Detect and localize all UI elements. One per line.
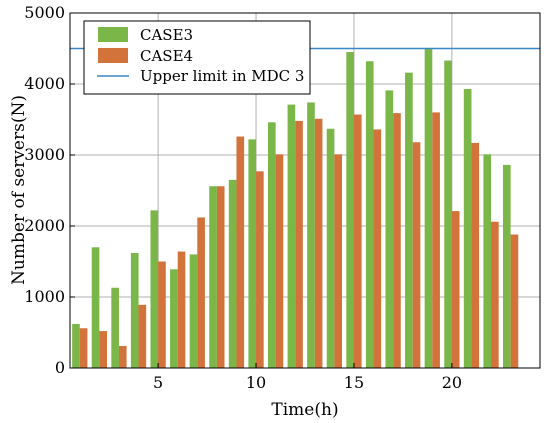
bar-case4-17 (393, 113, 401, 368)
bar-case3-8 (209, 186, 217, 368)
legend-swatch-case3 (98, 27, 128, 42)
bar-case3-2 (91, 247, 100, 368)
bar-case3-10 (248, 139, 257, 368)
y-tick-label: 4000 (24, 74, 65, 93)
bar-case3-22 (483, 154, 492, 368)
bar-case3-1 (72, 323, 80, 368)
bar-case4-15 (353, 114, 362, 368)
bar-case3-16 (365, 61, 374, 368)
bar-case3-21 (463, 88, 472, 368)
bar-case4-4 (138, 304, 147, 368)
bar-case3-4 (130, 252, 139, 368)
bar-case4-11 (275, 154, 284, 368)
bar-case4-3 (118, 345, 127, 368)
y-tick-label: 2000 (24, 216, 65, 235)
legend: CASE3 CASE4 Upper limit in MDC 3 (83, 20, 311, 95)
bar-case3-6 (170, 269, 178, 368)
bar-case4-12 (295, 120, 303, 368)
bar-case4-8 (216, 186, 225, 368)
bar-case3-7 (189, 254, 198, 368)
bar-case4-5 (158, 261, 166, 368)
x-tick-label: 10 (246, 373, 266, 392)
bar-case3-3 (111, 287, 119, 368)
x-tick-label: 20 (442, 373, 462, 392)
y-tick-label: 0 (55, 358, 65, 377)
bar-case4-13 (314, 118, 323, 368)
x-tick-label: 15 (344, 373, 364, 392)
bar-case4-1 (79, 328, 88, 368)
bar-case3-14 (326, 128, 335, 368)
bar-case4-16 (373, 129, 382, 368)
bar-case4-23 (510, 234, 519, 368)
bar-case4-21 (471, 142, 480, 368)
y-axis-title: Number of servers(N) (9, 95, 29, 285)
bar-case3-9 (228, 179, 237, 368)
ticks: 0 1000 2000 3000 4000 5000 5 10 15 20 (24, 3, 462, 392)
y-tick-label: 5000 (24, 3, 65, 22)
bar-case4-6 (177, 251, 186, 368)
bar-case3-18 (405, 72, 413, 368)
bar-case4-18 (412, 142, 421, 368)
bar-case4-19 (432, 112, 440, 369)
bar-case3-19 (424, 48, 433, 368)
bar-case4-9 (236, 136, 245, 368)
bar-case4-7 (197, 217, 205, 368)
bar-case3-11 (267, 122, 276, 368)
bar-case3-12 (287, 104, 296, 368)
bar-case3-13 (307, 102, 315, 369)
bars (72, 48, 519, 369)
y-tick-label: 3000 (24, 145, 65, 164)
bar-case4-22 (491, 221, 499, 368)
plot-frame (69, 12, 541, 369)
bar-case3-23 (502, 164, 511, 368)
y-tick-label: 1000 (24, 287, 65, 306)
x-tick-label: 5 (153, 373, 163, 392)
bar-case3-17 (385, 90, 394, 368)
legend-label-upper-limit: Upper limit in MDC 3 (140, 67, 304, 85)
legend-label-case4: CASE4 (140, 47, 193, 65)
legend-label-case3: CASE3 (140, 26, 193, 44)
bar-case4-14 (334, 154, 343, 368)
bar-case3-15 (346, 52, 354, 369)
x-axis-title: Time(h) (271, 400, 338, 420)
legend-swatch-case4 (98, 48, 128, 63)
bar-case4-20 (451, 211, 460, 368)
bar-case4-10 (256, 171, 264, 368)
bar-case3-5 (150, 210, 159, 368)
bar-case4-2 (99, 331, 108, 368)
bar-case3-20 (444, 60, 452, 368)
